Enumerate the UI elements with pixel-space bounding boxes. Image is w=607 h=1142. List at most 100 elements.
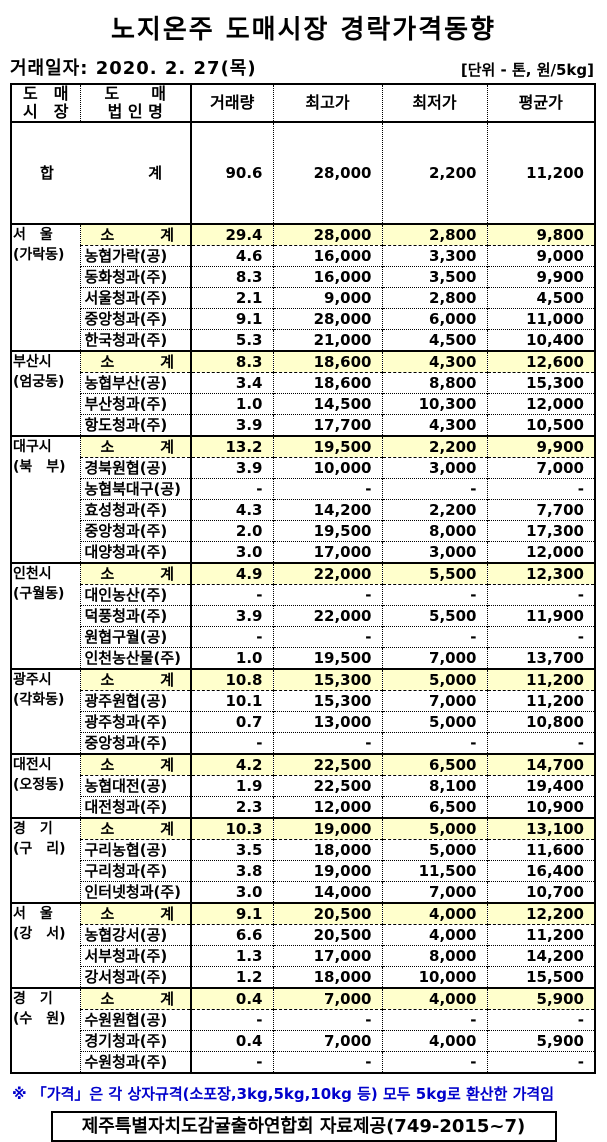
low-cell: - [382,1051,488,1073]
avg-cell: 15,300 [487,372,595,394]
high-cell: 19,000 [273,817,383,840]
market-cell: 경 기 (수 원) [11,987,81,1073]
avg-cell: 15,500 [487,966,595,988]
company-name-cell: 농협가락(공) [80,245,192,267]
high-cell: 14,200 [273,499,383,521]
high-cell: 20,500 [273,902,383,925]
company-name-cell: 항도청과(주) [80,414,192,436]
low-cell: 7,000 [382,881,488,903]
subtotal-row: 서 울 (강 서) 소 계 9.1 20,500 4,000 12,200 [11,902,595,988]
high-cell: 16,000 [273,245,383,267]
subtotal-left: 소 [100,820,115,838]
company-row: 부산청과(주) 1.0 14,500 10,300 12,000 [11,393,595,415]
company-row: 광주원협(공) 10.1 15,300 7,000 11,200 [11,690,595,712]
avg-cell: 12,200 [487,902,595,925]
company-name-cell: 부산청과(주) [80,393,192,415]
subtotal-right: 계 [160,671,174,689]
company-name-cell: 대전청과(주) [80,796,192,818]
low-cell: 6,500 [382,796,488,818]
company-name-cell: 광주청과(주) [80,711,192,733]
col-header-corp-line1: 도 매 [104,84,166,103]
company-name-cell: 인천농산물(주) [80,647,192,669]
company-row: 원협구월(공) - - - - [11,626,595,648]
company-name-cell: 농협강서(공) [80,924,192,946]
company-row: 강서청과(주) 1.2 18,000 10,000 15,500 [11,966,595,988]
avg-cell: - [487,732,595,754]
low-cell: 2,200 [382,499,488,521]
avg-cell: 4,500 [487,287,595,309]
grand-total-label-cell: 합 계 [11,122,192,224]
subtotal-row: 대전시 (오정동) 소 계 4.2 22,500 6,500 14,700 [11,753,595,818]
low-cell: 5,000 [382,839,488,861]
volume-cell: 0.4 [191,1030,274,1052]
low-cell: 5,500 [382,605,488,627]
company-name-cell: 서울청과(주) [80,287,192,309]
col-header-avg: 평균가 [487,84,595,123]
subtotal-row: 대구시 (북 부) 소 계 13.2 19,500 2,200 9,900 [11,435,595,563]
volume-cell: 10.3 [191,817,274,840]
volume-cell: 3.0 [191,541,274,563]
avg-cell: 12,000 [487,541,595,563]
avg-cell: 10,900 [487,796,595,818]
avg-cell: 12,300 [487,562,595,585]
avg-cell: 9,800 [487,223,595,246]
volume-cell: 3.9 [191,457,274,479]
low-cell: 8,000 [382,945,488,967]
volume-cell: 3.9 [191,414,274,436]
high-cell: 13,000 [273,711,383,733]
avg-cell: - [487,626,595,648]
provider-box: 제주특별자치도감귤출하연합회 자료제공(749-2015~7) [50,1111,557,1142]
low-cell: 7,000 [382,647,488,669]
high-cell: 16,000 [273,266,383,288]
high-cell: 15,300 [273,668,383,691]
high-cell: 17,000 [273,945,383,967]
high-cell: 19,500 [273,435,383,458]
volume-cell: 1.2 [191,966,274,988]
volume-cell: - [191,1009,274,1031]
low-cell: 2,200 [382,435,488,458]
volume-cell: 8.3 [191,350,274,373]
high-cell: 18,600 [273,372,383,394]
market-cell: 대구시 (북 부) [11,435,81,563]
trade-date-label: 거래일자: 2020. 2. 27(목) [10,58,257,79]
company-row: 인천농산물(주) 1.0 19,500 7,000 13,700 [11,647,595,669]
company-name-cell: 경기청과(주) [80,1030,192,1052]
company-row: 서부청과(주) 1.3 17,000 8,000 14,200 [11,945,595,967]
avg-cell: 13,100 [487,817,595,840]
low-cell: 6,500 [382,753,488,776]
company-name-cell: 동화청과(주) [80,266,192,288]
low-cell: 3,000 [382,457,488,479]
avg-cell: 11,600 [487,839,595,861]
avg-cell: - [487,478,595,500]
avg-cell: 11,200 [526,164,584,182]
company-name-cell: 농협북대구(공) [80,478,192,500]
company-row: 항도청과(주) 3.9 17,700 4,300 10,500 [11,414,595,436]
company-row: 농협북대구(공) - - - - [11,478,595,500]
high-cell: 10,000 [273,457,383,479]
company-row: 중앙청과(주) - - - - [11,732,595,754]
avg-cell: - [487,584,595,606]
subtotal-left: 소 [100,756,115,774]
grand-total-left: 합 [40,164,54,182]
low-cell: 10,300 [382,393,488,415]
low-cell: 6,000 [382,308,488,330]
volume-cell: 9.1 [191,308,274,330]
low-cell: 2,800 [382,287,488,309]
company-row: 수원원협(공) - - - - [11,1009,595,1031]
volume-cell: 4.6 [191,245,274,267]
company-name-cell: 한국청과(주) [80,329,192,351]
high-cell: 17,000 [273,541,383,563]
avg-cell: - [487,1009,595,1031]
company-row: 중앙청과(주) 2.0 19,500 8,000 17,300 [11,520,595,542]
col-header-low: 최저가 [382,84,488,123]
market-cell: 광주시 (각화동) [11,668,81,754]
company-name-cell: 수원청과(주) [80,1051,192,1073]
volume-cell: 3.9 [191,605,274,627]
